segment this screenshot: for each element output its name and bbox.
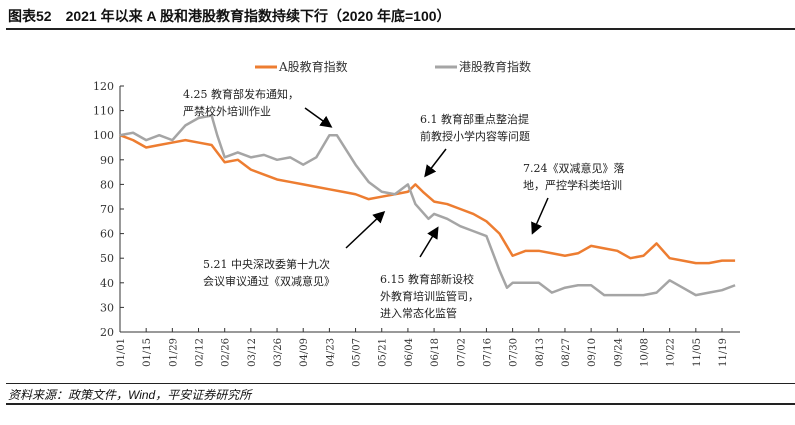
x-tick-label: 10/22 xyxy=(666,338,677,367)
divider xyxy=(6,403,795,405)
x-tick-label: 06/18 xyxy=(430,338,441,367)
x-tick-label: 07/16 xyxy=(482,338,493,367)
annotation-text: 6.15 教育部新设校 xyxy=(380,272,474,286)
annotation-arrow xyxy=(424,148,447,178)
x-tick-label: 10/08 xyxy=(639,338,650,367)
series-line-a-share xyxy=(119,134,736,265)
x-tick-label: 03/12 xyxy=(247,338,258,367)
y-tick-label: 60 xyxy=(100,228,114,241)
legend-label: 港股教育指数 xyxy=(459,59,531,74)
y-tick-label: 50 xyxy=(100,252,114,265)
x-tick-label: 01/15 xyxy=(142,338,153,367)
annotation-arrow xyxy=(419,226,439,258)
x-tick-label: 04/23 xyxy=(325,338,336,367)
annotation-text: 严禁校外培训作业 xyxy=(183,104,271,118)
x-tick-label: 07/02 xyxy=(456,338,467,367)
y-tick-label: 20 xyxy=(100,326,114,339)
annotation-text: 6.1 教育部重点整治提 xyxy=(420,112,529,126)
x-tick-label: 11/05 xyxy=(692,338,703,367)
x-tick-label: 06/04 xyxy=(404,338,415,367)
x-tick-label: 11/19 xyxy=(718,338,729,367)
x-tick-label: 08/27 xyxy=(561,338,572,367)
x-tick-label: 07/30 xyxy=(509,338,520,367)
x-tick-label: 09/10 xyxy=(587,338,598,367)
y-tick-label: 100 xyxy=(93,129,114,142)
annotation-text: 7.24《双减意见》落 xyxy=(523,161,625,175)
y-tick-label: 30 xyxy=(100,301,114,314)
x-tick-label: 05/07 xyxy=(352,338,363,367)
x-tick-label: 02/26 xyxy=(221,338,232,367)
y-tick-label: 70 xyxy=(100,203,114,216)
annotation-text: 进入常态化监管 xyxy=(380,306,457,320)
x-tick-label: 09/24 xyxy=(613,338,624,367)
annotation-arrow xyxy=(345,210,386,249)
x-tick-label: 02/12 xyxy=(195,338,206,367)
y-tick-label: 120 xyxy=(93,80,114,93)
legend-label: A股教育指数 xyxy=(278,59,348,74)
y-tick-label: 40 xyxy=(100,277,114,290)
x-tick-label: 05/21 xyxy=(378,338,389,367)
annotation-text: 外教育培训监管司， xyxy=(380,289,479,303)
annotation-text: 前教授小学内容等问题 xyxy=(420,129,530,143)
source-note: 资料来源：政策文件，Wind，平安证券研究所 xyxy=(8,388,252,402)
divider xyxy=(6,383,795,384)
annotation-text: 地，严控学科类培训 xyxy=(523,178,622,192)
x-tick-label: 01/29 xyxy=(168,338,179,367)
x-tick-label: 08/13 xyxy=(535,338,546,367)
annotation-text: 5.21 中央深改委第十九次 xyxy=(203,257,330,271)
series-line-hk xyxy=(119,114,736,297)
annotation-arrow xyxy=(531,197,549,235)
annotation-arrow xyxy=(304,107,333,128)
x-tick-label: 04/09 xyxy=(299,338,310,367)
divider xyxy=(6,28,795,30)
chart-title: 图表52 2021 年以来 A 股和港股教育指数持续下行（2020 年底=100… xyxy=(8,8,451,24)
annotation-text: 会议审议通过《双减意见》 xyxy=(203,274,335,288)
x-tick-label: 01/01 xyxy=(116,338,127,367)
annotation-text: 4.25 教育部发布通知， xyxy=(183,87,299,101)
y-tick-label: 90 xyxy=(100,154,114,167)
x-tick-label: 03/26 xyxy=(273,338,284,367)
y-tick-label: 80 xyxy=(100,178,114,191)
y-tick-label: 110 xyxy=(93,105,114,118)
